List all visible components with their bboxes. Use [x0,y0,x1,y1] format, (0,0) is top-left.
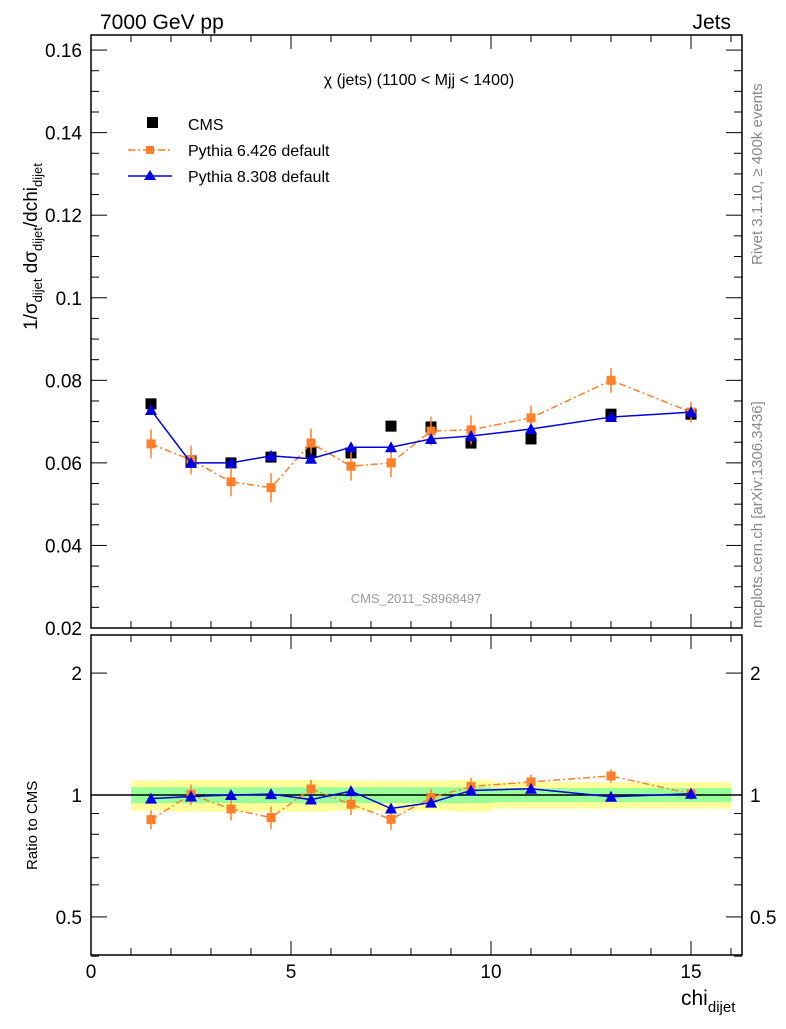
pythia6-ratio-point [146,815,156,825]
legend: CMS Pythia 6.426 default Pythia 8.308 de… [128,117,330,186]
pythia8-main-point [305,452,317,464]
pythia8-ratio-point [145,792,157,804]
pythia8-main-point [605,411,617,423]
y-tick-label: 0.06 [45,454,82,475]
pythia8-main-point [525,423,537,435]
cms-main-point [525,433,537,445]
analysis-watermark: CMS_2011_S8968497 [351,591,482,606]
legend-pythia6-marker [146,146,154,154]
pythia8-main-point [185,456,197,468]
ratio-y-tick-label-right: 0.5 [750,908,776,929]
y-tick-label: 0.16 [45,41,82,62]
x-tick-label: 0 [86,962,97,983]
pythia6-main-line [150,379,692,489]
pythia8-ratio-point [525,782,537,794]
y-tick-label: 0.12 [45,206,82,227]
mcplots-label: mcplots.cern.ch [arXiv:1306.3436] [749,401,766,628]
pythia8-ratio-point [185,790,197,802]
pythia6-main-point [306,438,316,448]
legend-pythia8-marker [144,170,156,180]
y-axis-label-main: 1/σdijet dσdijet/dchidijet [21,163,45,330]
y-tick-label: 0.08 [45,371,82,392]
pythia8-main-line [150,409,692,464]
pythia8-main-point [345,441,357,453]
pythia6-main-point [526,413,536,423]
pythia8-main-point [225,456,237,468]
header-right: Jets [692,11,731,34]
pythia8-main-point [425,432,437,444]
pythia8-ratio-point [685,787,697,799]
x-tick-label: 15 [680,962,701,983]
pythia8-ratio-point [225,789,237,800]
pythia8-ratio-point [385,802,397,814]
legend-cms-marker [147,117,158,128]
pythia6-main-point [226,477,236,487]
pythia6-ratio-point [226,804,236,814]
pythia6-ratio-line [150,775,692,821]
ratio-y-tick-label: 0.5 [56,908,82,929]
y-axis-label-ratio: Ratio to CMS [24,781,41,870]
legend-cms-label: CMS [188,117,224,134]
pythia8-ratio-point [265,788,277,800]
ratio-y-tick-label: 1 [71,786,82,807]
y-tick-label: 0.04 [45,536,82,557]
pythia8-main-point [145,404,157,416]
pythia6-ratio-point [346,799,356,809]
plot-title: χ (jets) (1100 < Mjj < 1400) [324,72,514,89]
header-left: 7000 GeV pp [100,11,224,34]
pythia6-main-point [466,425,476,435]
pythia6-ratio-point [526,777,536,787]
pythia6-ratio-point [266,813,276,823]
pythia8-main-point [465,430,477,442]
pythia8-ratio-line [150,787,692,810]
pythia6-main-point [386,458,396,468]
y-tick-label: 0.02 [45,619,82,640]
x-axis-label: chidijet [681,987,736,1016]
pythia6-ratio-point [306,784,316,794]
legend-pythia6-label: Pythia 6.426 default [188,143,330,160]
pythia6-main-point [606,375,616,385]
ratio-y-tick-label-right: 1 [750,786,761,807]
ratio-y-tick-label: 2 [71,664,82,685]
pythia8-main-point [685,406,697,418]
pythia8-ratio-point [605,790,617,802]
x-tick-label: 5 [286,962,297,983]
pythia6-main-point [426,426,436,436]
cms-main-point [145,398,157,410]
pythia8-ratio-point [465,784,477,796]
pythia6-main-point [266,483,276,493]
pythia8-main-point [265,449,277,461]
rivet-label: Rivet 3.1.10, ≥ 400k events [749,83,766,265]
pythia6-main-point [146,439,156,449]
y-tick-label: 0.1 [56,289,82,310]
main-frame [90,34,743,629]
pythia8-ratio-point [345,785,357,797]
pythia6-main-point [346,461,356,471]
pythia6-ratio-point [606,771,616,781]
y-tick-label: 0.14 [45,124,82,145]
ratio-y-tick-label-right: 2 [750,664,761,685]
pythia8-ratio-point [425,796,437,808]
cms-main-point [385,420,397,432]
legend-pythia8-label: Pythia 8.308 default [188,169,330,186]
pythia8-main-point [385,441,397,453]
x-tick-label: 10 [480,962,501,983]
pythia8-ratio-point [305,793,317,805]
pythia6-ratio-point [386,814,396,824]
